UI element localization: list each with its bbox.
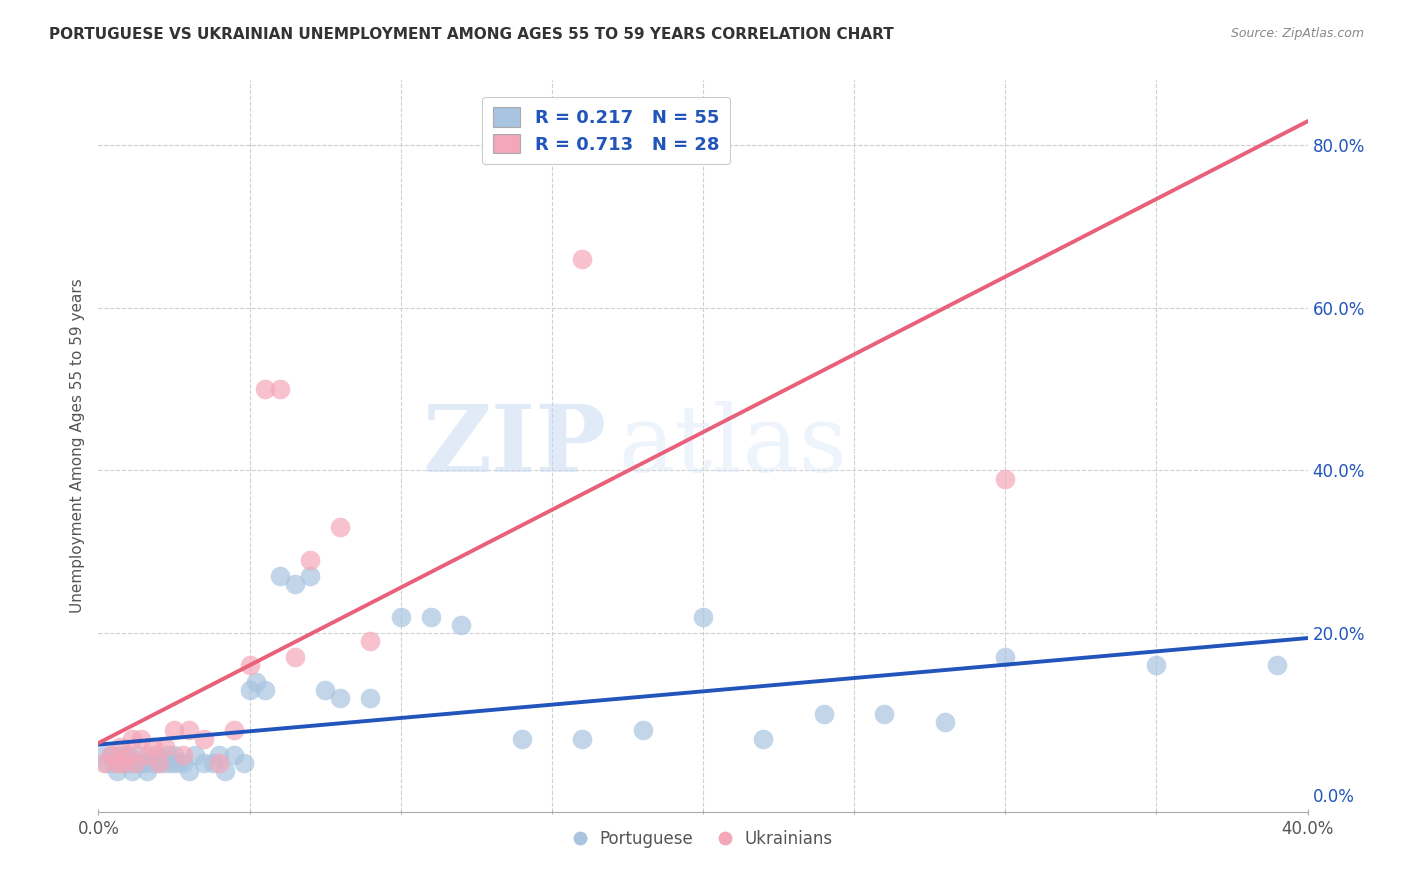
Point <box>129 731 152 746</box>
Point <box>163 747 186 762</box>
Point <box>873 707 896 722</box>
Point <box>111 756 134 770</box>
Point <box>208 756 231 770</box>
Point <box>96 756 118 770</box>
Point <box>360 690 382 705</box>
Point <box>124 756 146 770</box>
Point <box>269 382 291 396</box>
Point <box>108 747 131 762</box>
Point <box>1267 658 1289 673</box>
Point <box>510 731 533 746</box>
Point <box>208 747 231 762</box>
Point <box>253 682 276 697</box>
Point <box>450 617 472 632</box>
Point <box>253 382 276 396</box>
Point <box>129 756 152 770</box>
Point <box>118 756 141 770</box>
Point <box>329 520 352 534</box>
Point <box>105 756 128 770</box>
Point <box>360 634 382 648</box>
Point <box>184 747 207 762</box>
Point <box>118 747 141 762</box>
Point <box>148 756 170 770</box>
Point <box>284 650 307 665</box>
Point <box>245 674 267 689</box>
Point <box>193 756 215 770</box>
Point <box>142 756 165 770</box>
Point <box>193 731 215 746</box>
Point <box>813 707 835 722</box>
Point <box>631 723 654 738</box>
Point <box>163 723 186 738</box>
Point <box>314 682 336 697</box>
Point <box>103 756 125 770</box>
Point <box>224 723 246 738</box>
Point <box>224 747 246 762</box>
Point <box>202 756 225 770</box>
Point <box>108 739 131 754</box>
Point <box>994 650 1017 665</box>
Point <box>420 609 443 624</box>
Point <box>135 764 157 778</box>
Point <box>121 764 143 778</box>
Point <box>100 747 122 762</box>
Point <box>93 756 115 770</box>
Text: Source: ZipAtlas.com: Source: ZipAtlas.com <box>1230 27 1364 40</box>
Point <box>1144 658 1167 673</box>
Text: ZIP: ZIP <box>422 401 606 491</box>
Point <box>299 553 322 567</box>
Point <box>239 658 262 673</box>
Point <box>571 252 593 266</box>
Point <box>153 756 176 770</box>
Point <box>692 609 714 624</box>
Y-axis label: Unemployment Among Ages 55 to 59 years: Unemployment Among Ages 55 to 59 years <box>69 278 84 614</box>
Legend: Portuguese, Ukrainians: Portuguese, Ukrainians <box>567 823 839 855</box>
Point <box>934 715 956 730</box>
Point <box>145 747 167 762</box>
Point <box>114 747 136 762</box>
Point <box>93 747 115 762</box>
Point <box>156 747 179 762</box>
Point <box>172 747 194 762</box>
Point <box>214 764 236 778</box>
Point <box>269 569 291 583</box>
Point <box>179 723 201 738</box>
Point <box>329 690 352 705</box>
Point <box>299 569 322 583</box>
Point <box>153 739 176 754</box>
Point <box>160 756 183 770</box>
Point <box>284 577 307 591</box>
Text: PORTUGUESE VS UKRAINIAN UNEMPLOYMENT AMONG AGES 55 TO 59 YEARS CORRELATION CHART: PORTUGUESE VS UKRAINIAN UNEMPLOYMENT AMO… <box>49 27 894 42</box>
Point <box>239 682 262 697</box>
Point <box>994 471 1017 485</box>
Point <box>166 756 188 770</box>
Point <box>232 756 254 770</box>
Point <box>111 756 134 770</box>
Point <box>172 756 194 770</box>
Point <box>142 739 165 754</box>
Point <box>179 764 201 778</box>
Point <box>105 764 128 778</box>
Point <box>135 747 157 762</box>
Point <box>132 756 155 770</box>
Point <box>389 609 412 624</box>
Point <box>752 731 775 746</box>
Point <box>127 747 149 762</box>
Text: atlas: atlas <box>619 401 848 491</box>
Point <box>571 731 593 746</box>
Point <box>100 747 122 762</box>
Point <box>121 731 143 746</box>
Point <box>148 756 170 770</box>
Point <box>124 756 146 770</box>
